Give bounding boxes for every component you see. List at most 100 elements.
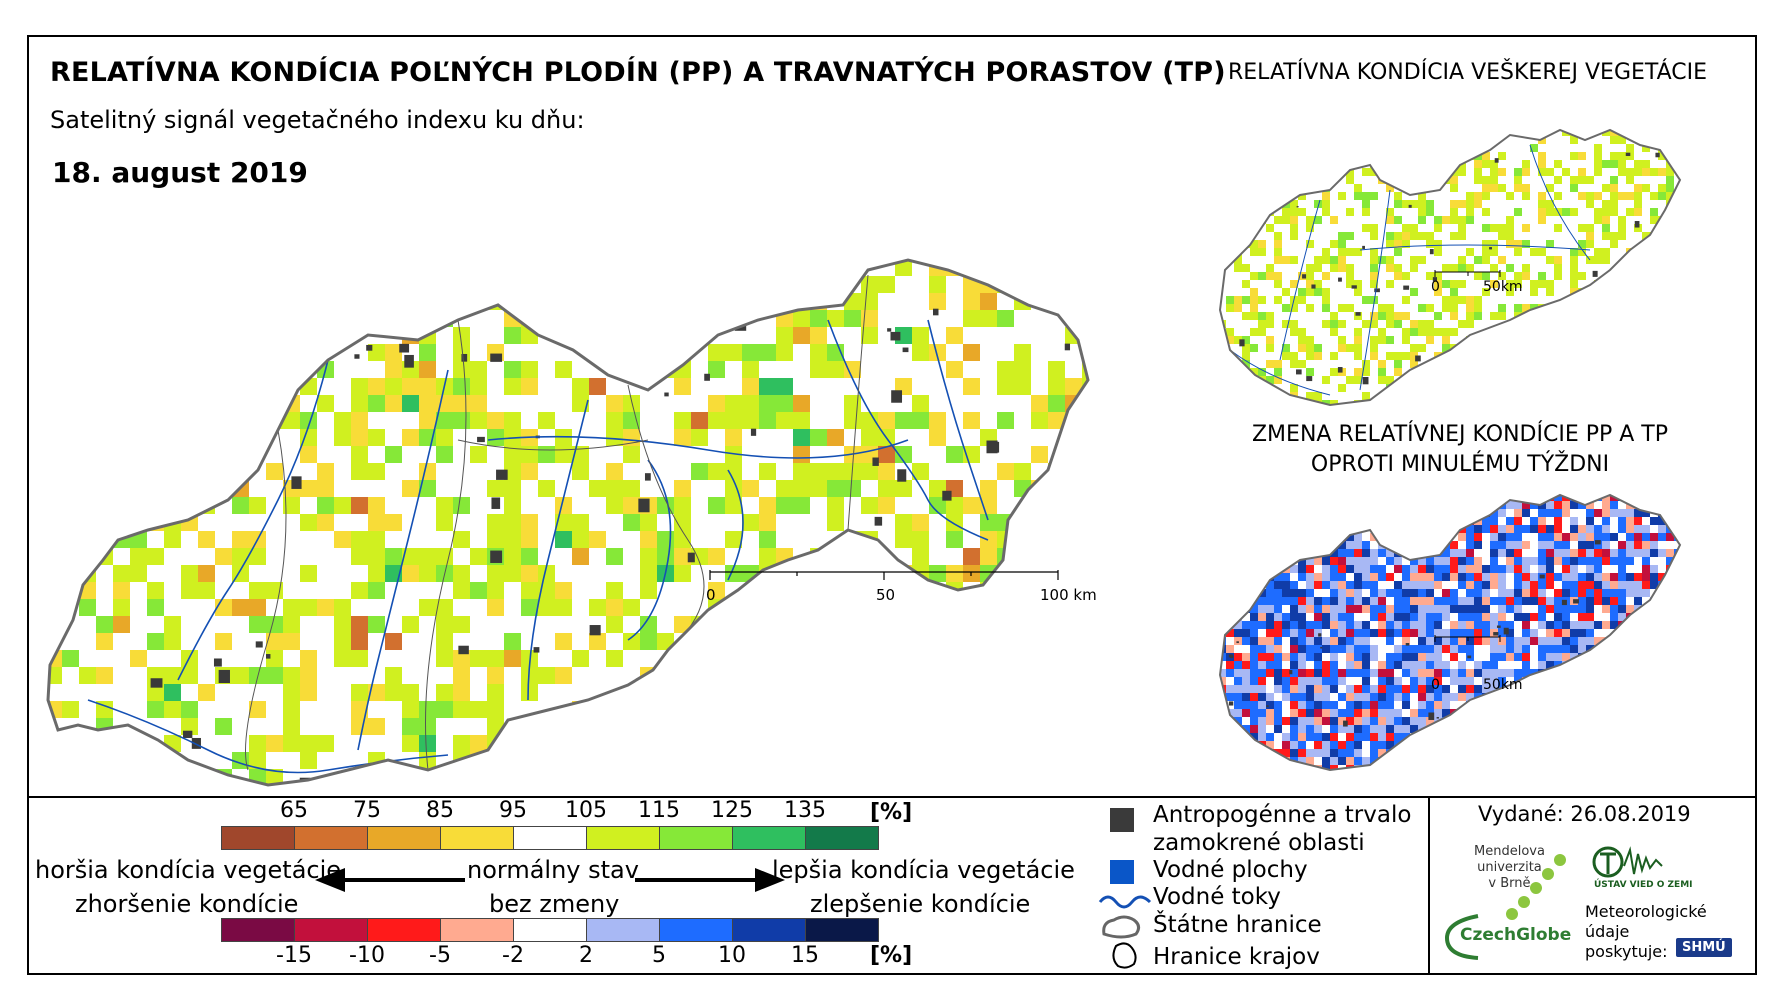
map-cell — [1133, 225, 1150, 242]
map-cell — [1402, 328, 1410, 336]
map-cell — [1482, 272, 1490, 280]
map-cell — [1426, 208, 1434, 216]
urban-area — [349, 172, 356, 179]
map-cell — [1618, 312, 1626, 320]
map-cell — [1116, 531, 1133, 548]
map-cell — [1378, 264, 1386, 272]
map-cell — [1706, 328, 1714, 336]
map-cell — [538, 378, 555, 395]
map-cell — [1266, 200, 1274, 208]
map-cell — [113, 667, 130, 684]
map-cell — [1650, 152, 1658, 160]
map-cell — [1666, 344, 1674, 352]
map-cell — [1014, 582, 1031, 599]
map-cell — [1634, 344, 1642, 352]
map-cell — [1322, 216, 1330, 224]
map-cell — [1594, 320, 1602, 328]
map-cell — [1266, 216, 1274, 224]
map-cell — [1562, 288, 1570, 296]
map-cell — [1346, 224, 1354, 232]
map-cell — [878, 701, 895, 718]
map-cell — [1201, 225, 1208, 242]
map-cell — [1370, 176, 1378, 184]
map-cell — [1418, 168, 1426, 176]
map-cell — [1330, 352, 1338, 360]
map-cell — [1220, 176, 1226, 184]
map-cell — [487, 395, 504, 412]
map-cell — [1322, 368, 1330, 376]
map-cell — [1242, 264, 1250, 272]
map-cell — [742, 531, 759, 548]
map-cell — [1220, 368, 1226, 376]
map-cell — [708, 769, 725, 785]
map-cell — [1402, 312, 1410, 320]
map-cell — [708, 140, 725, 157]
map-cell — [249, 752, 266, 769]
map-cell — [1562, 320, 1570, 328]
map-cell — [1362, 280, 1370, 288]
map-cell — [1466, 248, 1474, 256]
map-cell — [572, 463, 589, 480]
map-cell — [1266, 224, 1274, 232]
map-cell — [1282, 184, 1290, 192]
map-cell — [929, 514, 946, 531]
map-cell — [776, 650, 793, 667]
urban-area — [634, 247, 642, 255]
map-cell — [1274, 320, 1282, 328]
map-cell — [1048, 140, 1065, 157]
urban-area — [477, 436, 485, 443]
map-cell — [79, 684, 96, 701]
map-cell — [402, 293, 419, 310]
map-cell — [1082, 208, 1099, 225]
map-cell — [419, 582, 436, 599]
map-cell — [1562, 216, 1570, 224]
map-cell — [1458, 304, 1466, 312]
map-cell — [861, 565, 878, 582]
map-cell — [453, 599, 470, 616]
map-cell — [759, 327, 776, 344]
map-cell — [1184, 565, 1201, 582]
map-cell — [555, 667, 572, 684]
map-cell — [844, 616, 861, 633]
map-cell — [504, 514, 521, 531]
map-cell — [1330, 216, 1338, 224]
map-cell — [1234, 160, 1242, 168]
map-cell — [1314, 264, 1322, 272]
map-cell — [1714, 120, 1722, 128]
map-cell — [1362, 320, 1370, 328]
map-cell — [1266, 130, 1274, 136]
map-cell — [1290, 264, 1298, 272]
map-cell — [878, 446, 895, 463]
map-cell — [419, 633, 436, 650]
map-cell — [419, 208, 436, 225]
map-cell — [1274, 120, 1282, 128]
map-cell — [1370, 120, 1378, 128]
map-cell — [1394, 120, 1402, 128]
map-cell — [1722, 152, 1730, 160]
map-cell — [1538, 184, 1546, 192]
map-cell — [759, 531, 776, 548]
map-cell — [1167, 633, 1184, 650]
map-cell — [895, 157, 912, 174]
map-cell — [640, 446, 657, 463]
map-cell — [742, 327, 759, 344]
map-cell — [96, 446, 113, 463]
map-cell — [1250, 312, 1258, 320]
map-cell — [1618, 360, 1626, 368]
map-cell — [1418, 208, 1426, 216]
map-cell — [521, 514, 538, 531]
map-cell — [1133, 514, 1150, 531]
map-cell — [79, 599, 96, 616]
map-cell — [1082, 616, 1088, 633]
map-cell — [1458, 256, 1466, 264]
map-cell — [1722, 136, 1730, 144]
urban-area — [43, 243, 54, 258]
map-cell — [28, 361, 45, 378]
urban-area — [887, 328, 892, 332]
map-cell — [1490, 328, 1498, 336]
map-cell — [1482, 168, 1490, 176]
map-cell — [385, 480, 402, 497]
map-cell — [283, 208, 300, 225]
map-cell — [1322, 232, 1330, 240]
map-cell — [1314, 352, 1322, 360]
